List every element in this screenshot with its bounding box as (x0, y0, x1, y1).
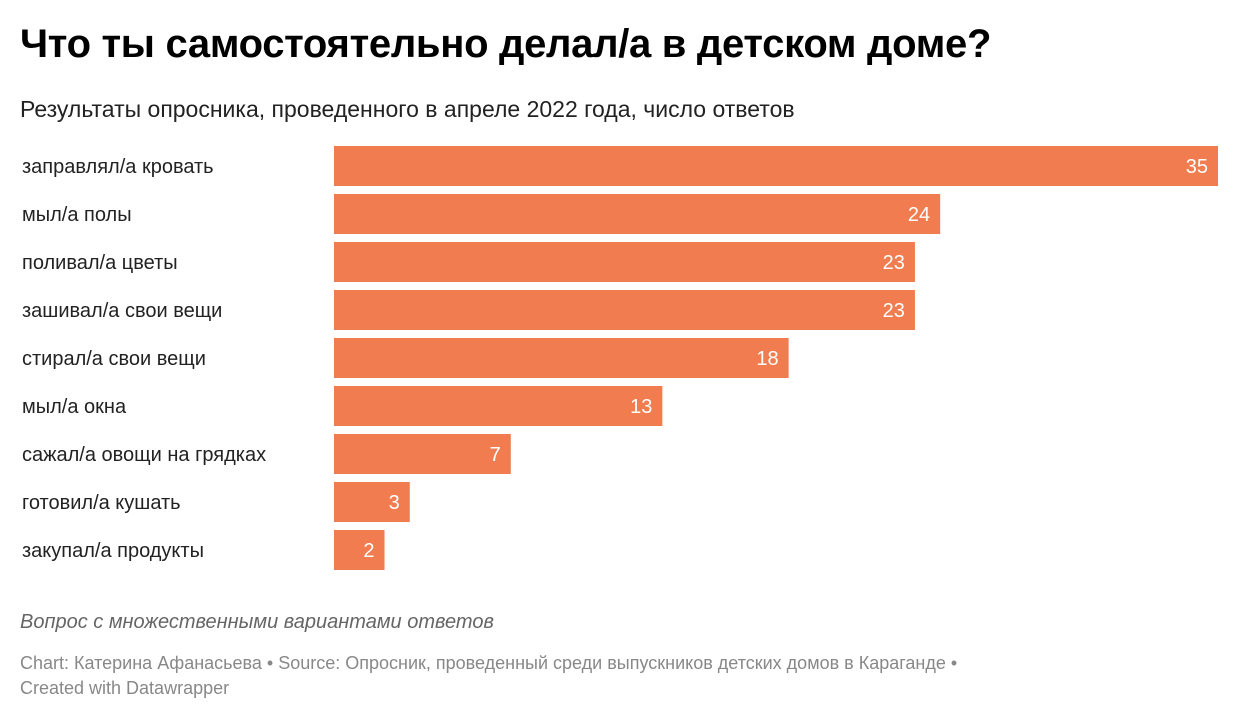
chart-credits: Chart: Катерина Афанасьева • Source: Опр… (20, 651, 1220, 701)
bar (334, 482, 410, 522)
bar-row: стирал/а свои вещи 18 (22, 338, 789, 378)
bar (334, 242, 915, 282)
category-label: мыл/а окна (22, 396, 127, 418)
credits-line-2: Created with Datawrapper (20, 678, 230, 698)
bar-chart: заправлял/а кровать 35 мыл/а полы 24 поливал… (22, 146, 1218, 570)
value-label: 13 (630, 396, 652, 418)
bar (334, 194, 941, 234)
category-label: стирал/а свои вещи (22, 348, 206, 370)
value-label: 3 (389, 492, 400, 514)
chart-note: Вопрос с множественными вариантами ответ… (20, 611, 494, 633)
chart-subtitle: Результаты опросника, проведенного в апр… (20, 96, 795, 122)
value-label: 18 (756, 348, 778, 370)
bar-row: мыл/а полы 24 (22, 194, 941, 234)
category-label: заправлял/а кровать (22, 156, 214, 178)
bar (334, 386, 663, 426)
chart-title: Что ты самостоятельно делал/а в детском … (20, 22, 992, 66)
value-label: 35 (1186, 156, 1208, 178)
bar (334, 434, 511, 474)
bar-row: сажал/а овощи на грядках 7 (22, 434, 511, 474)
bar-row: готовил/а кушать 3 (22, 482, 410, 522)
bar-row: заправлял/а кровать 35 (22, 146, 1218, 186)
value-label: 2 (363, 540, 374, 562)
category-label: поливал/а цветы (22, 252, 178, 274)
bar (334, 338, 789, 378)
value-label: 24 (908, 204, 930, 226)
bar (334, 290, 915, 330)
bar-row: закупал/а продукты 2 (22, 530, 385, 570)
category-label: сажал/а овощи на грядках (22, 444, 266, 466)
bar-row: поливал/а цветы 23 (22, 242, 915, 282)
category-label: мыл/а полы (22, 204, 132, 226)
value-label: 23 (883, 300, 905, 322)
value-label: 7 (490, 444, 501, 466)
bar-row: мыл/а окна 13 (22, 386, 663, 426)
bar-row: зашивал/а свои вещи 23 (22, 290, 915, 330)
category-label: зашивал/а свои вещи (22, 300, 222, 322)
value-label: 23 (883, 252, 905, 274)
bar (334, 530, 385, 570)
category-label: готовил/а кушать (22, 492, 181, 514)
category-label: закупал/а продукты (22, 540, 204, 562)
credits-line-1: Chart: Катерина Афанасьева • Source: Опр… (20, 653, 958, 673)
bar (334, 146, 1218, 186)
